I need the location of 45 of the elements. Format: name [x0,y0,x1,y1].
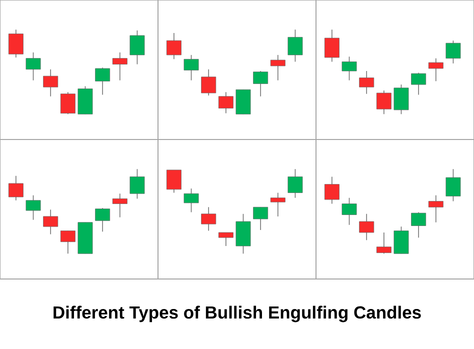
candlestick [218,232,234,246]
candlestick [446,168,461,202]
candlestick [184,54,199,81]
candlestick [130,30,145,65]
candlestick [95,67,110,96]
candlestick [288,168,303,198]
candlestick [8,175,24,201]
candlestick [342,56,357,81]
candlestick [446,40,461,64]
candlestick [201,206,216,232]
candlestick [112,193,128,218]
candlestick [43,68,58,97]
candlestick [324,29,340,62]
candlestick [270,54,286,81]
candlestick [8,29,24,58]
candlestick [342,197,357,226]
candlestick [270,192,286,217]
candlestick [112,52,128,81]
text: Different Types of Bullish Engulfing Candles [54,306,421,322]
candlestick [359,214,374,241]
candlestick [288,29,303,62]
candlestick [428,194,444,223]
candlestick [26,194,41,220]
candlestick [60,92,76,115]
candlestick [26,52,41,81]
candlestick [376,90,392,115]
candlestick [166,170,182,194]
candlestick [43,209,58,235]
candlestick [411,72,426,96]
candlestick [376,232,392,254]
candlestick [184,188,199,213]
candlestick [394,226,409,254]
candlestick [130,168,145,200]
candlestick [201,68,216,96]
candlestick [60,230,76,254]
candlestick [253,70,268,97]
candlestick [218,92,234,114]
candlestick [95,208,110,232]
candlestick [324,176,340,204]
candlestick [253,206,268,230]
candlestick [411,212,426,238]
candlestick [428,58,444,82]
candlestick [359,70,374,94]
candlestick [166,32,182,60]
candlestick [394,84,409,115]
